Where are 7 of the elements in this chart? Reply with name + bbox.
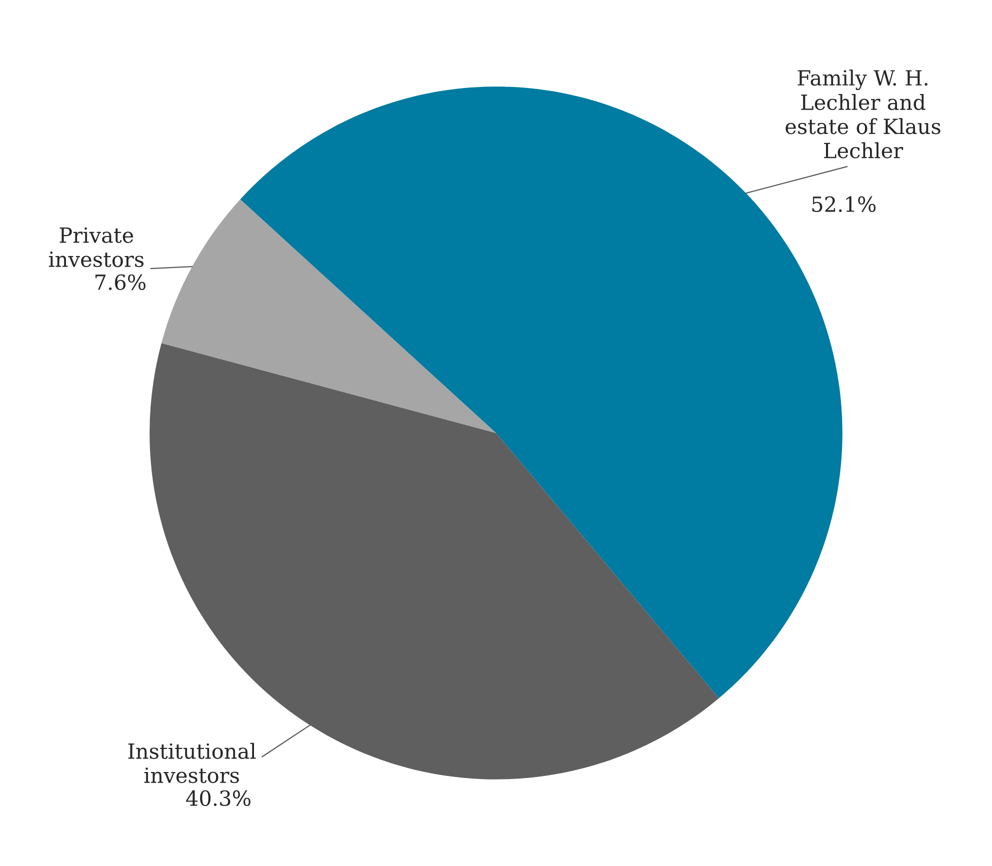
data-label: 7.6% xyxy=(95,274,146,290)
slice-label: Private investors xyxy=(48,227,144,268)
data-label: 52.1% xyxy=(812,196,876,212)
slice-label: Institutional investors xyxy=(128,742,256,784)
pie-slice xyxy=(161,199,496,433)
data-label: 40.3% xyxy=(186,790,250,806)
slice-label: Family W. H. Lechler and estate of Klaus Lechler xyxy=(786,70,940,158)
